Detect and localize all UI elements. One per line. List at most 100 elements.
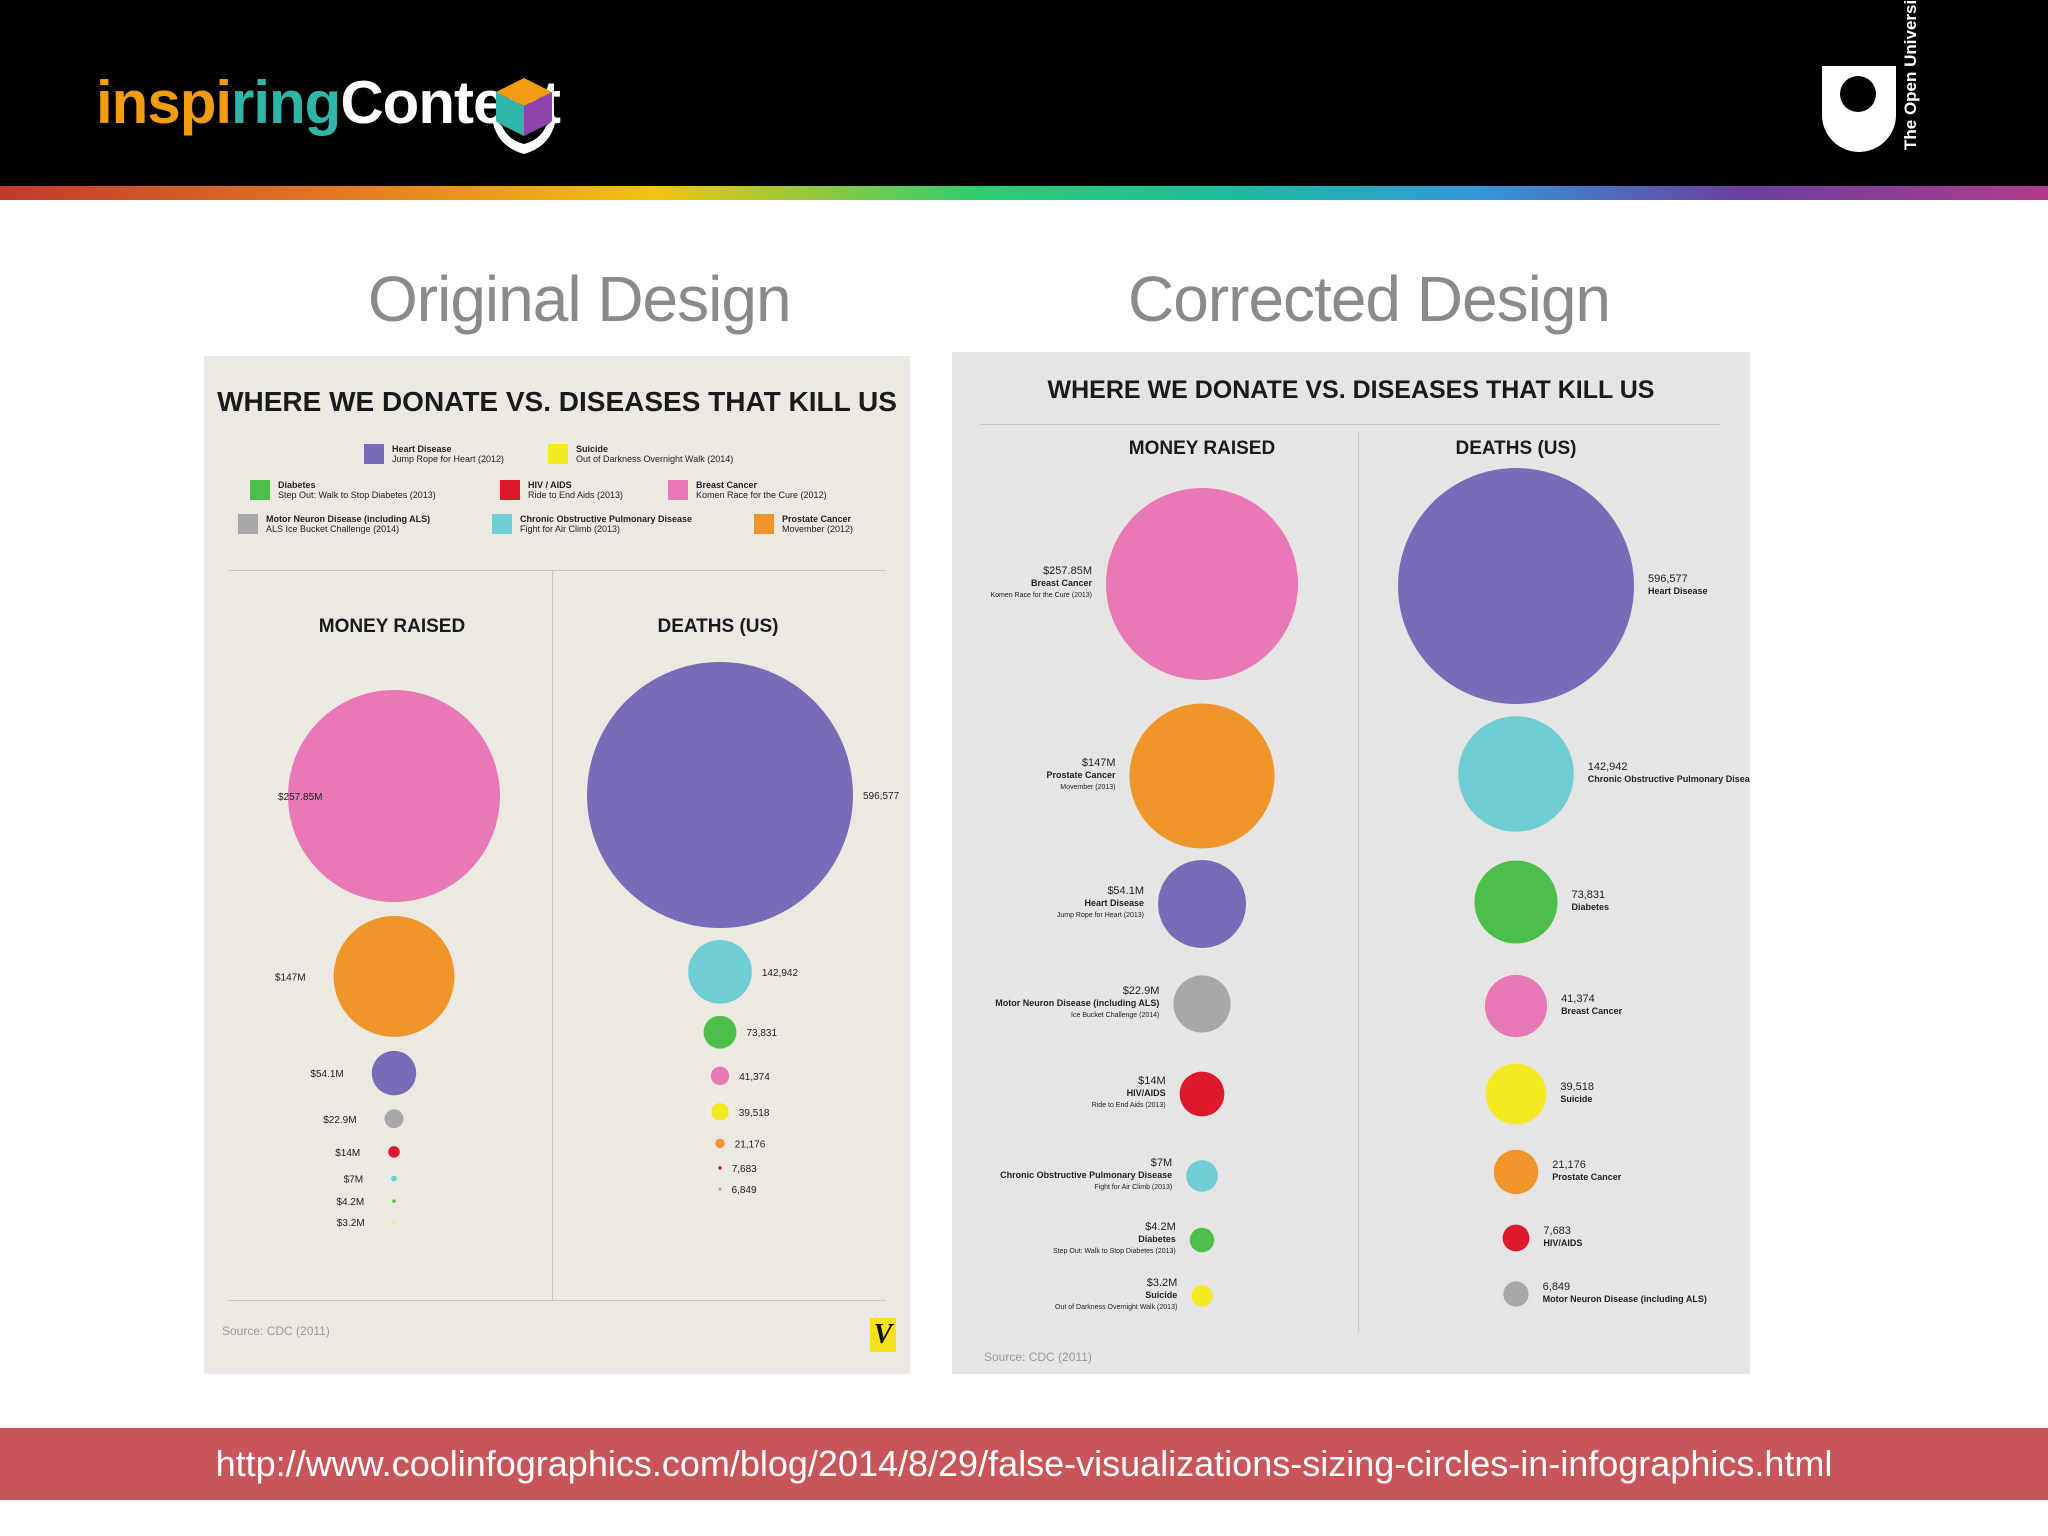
deaths-bubble [703, 1015, 737, 1049]
deaths-label: 39,518 [1560, 1081, 1594, 1093]
money-label: $4.2M [1145, 1221, 1176, 1233]
money-label: $22.9M [323, 1115, 356, 1126]
deaths-disease-name: Motor Neuron Disease (including ALS) [1543, 1294, 1707, 1304]
deaths-label: 73,831 [746, 1028, 777, 1039]
source-url-link[interactable]: http://www.coolinfographics.com/blog/201… [215, 1443, 1833, 1484]
money-bubble [384, 1109, 404, 1129]
original-infographic: WHERE WE DONATE VS. DISEASES THAT KILL U… [204, 356, 910, 1374]
money-campaign: Fight for Air Climb (2013) [1094, 1184, 1172, 1191]
money-bubble [391, 1175, 397, 1182]
deaths-heading: DEATHS (US) [657, 616, 779, 637]
money-campaign: Out of Darkness Overnight Walk (2013) [1055, 1304, 1177, 1311]
money-label: $147M [275, 972, 306, 983]
legend-swatch [492, 514, 512, 534]
deaths-label: 596,577 [1648, 573, 1688, 585]
deaths-label: 73,831 [1572, 889, 1606, 901]
corrected-design-heading: Corrected Design [1128, 263, 1611, 335]
money-disease-name: Suicide [1145, 1290, 1177, 1300]
legend-swatch [500, 480, 520, 500]
deaths-disease-name: Prostate Cancer [1552, 1172, 1622, 1182]
deaths-bubble [1458, 716, 1574, 832]
deaths-label: 7,683 [732, 1164, 757, 1175]
deaths-disease-name: Heart Disease [1648, 586, 1708, 596]
money-bubble [392, 1220, 396, 1224]
deaths-label: 41,374 [739, 1072, 770, 1083]
money-campaign: Movember (2013) [1060, 784, 1115, 791]
money-campaign: Ride to End Aids (2013) [1092, 1102, 1166, 1109]
money-disease-name: Chronic Obstructive Pulmonary Disease [1000, 1170, 1172, 1180]
money-disease-name: Heart Disease [1084, 898, 1144, 908]
money-label: $54.1M [310, 1069, 343, 1080]
legend-campaign: Out of Darkness Overnight Walk (2014) [576, 454, 734, 464]
money-bubble [288, 690, 500, 902]
deaths-bubble [718, 1166, 722, 1170]
deaths-bubble [688, 940, 752, 1004]
deaths-bubble [1485, 1063, 1547, 1125]
legend-name: Breast Cancer [696, 480, 758, 490]
deaths-label: 21,176 [735, 1139, 766, 1150]
money-bubble [1106, 488, 1298, 680]
legend-name: HIV / AIDS [528, 480, 572, 490]
legend-swatch [364, 444, 384, 464]
legend-campaign: Movember (2012) [782, 524, 854, 534]
money-campaign: Jump Rope for Heart (2013) [1057, 912, 1144, 919]
deaths-label: 7,683 [1543, 1225, 1571, 1237]
deaths-disease-name: Suicide [1560, 1094, 1592, 1104]
money-label: $14M [1138, 1075, 1166, 1087]
deaths-bubble [1493, 1149, 1539, 1195]
original-design-heading: Original Design [368, 263, 792, 335]
money-bubble [1173, 975, 1231, 1033]
deaths-bubble [710, 1066, 730, 1086]
deaths-disease-name: HIV/AIDS [1543, 1238, 1582, 1248]
legend-name: Prostate Cancer [782, 514, 852, 524]
legend-name: Motor Neuron Disease (including ALS) [266, 514, 431, 524]
deaths-bubble [711, 1103, 729, 1121]
legend-name: Suicide [576, 444, 609, 454]
deaths-label: 596,577 [863, 791, 900, 802]
deaths-bubble [1398, 468, 1634, 704]
top-banner [0, 0, 2048, 186]
deaths-label: 142,942 [762, 968, 799, 979]
money-bubble [392, 1199, 396, 1203]
money-label: $257.85M [1043, 565, 1092, 577]
corrected-infographic: WHERE WE DONATE VS. DISEASES THAT KILL U… [952, 352, 1750, 1374]
deaths-bubble [1503, 1281, 1529, 1307]
legend-swatch [250, 480, 270, 500]
money-label: $257.85M [278, 792, 322, 803]
money-label: $54.1M [1107, 885, 1144, 897]
deaths-bubble [587, 662, 853, 928]
legend-name: Heart Disease [392, 444, 452, 454]
legend-campaign: Step Out: Walk to Stop Diabetes (2013) [278, 490, 436, 500]
money-disease-name: Breast Cancer [1031, 578, 1093, 588]
money-disease-name: Diabetes [1138, 1234, 1176, 1244]
deaths-label: 39,518 [739, 1108, 770, 1119]
source-note: Source: CDC (2011) [984, 1350, 1092, 1364]
deaths-bubble [715, 1138, 725, 1149]
deaths-label: 21,176 [1552, 1159, 1586, 1171]
money-label: $4.2M [336, 1197, 364, 1208]
legend-campaign: Fight for Air Climb (2013) [520, 524, 621, 534]
money-campaign: Ice Bucket Challenge (2014) [1071, 1012, 1159, 1019]
money-label: $7M [1151, 1157, 1172, 1169]
deaths-bubble [1474, 860, 1558, 944]
money-bubble [333, 916, 455, 1037]
money-bubble [1186, 1160, 1218, 1192]
cube-hands-icon [492, 78, 556, 154]
legend-swatch [238, 514, 258, 534]
legend-name: Diabetes [278, 480, 316, 490]
deaths-disease-name: Diabetes [1572, 902, 1610, 912]
source-note: Source: CDC (2011) [222, 1324, 330, 1338]
deaths-disease-name: Chronic Obstructive Pulmonary Disease [1588, 774, 1750, 784]
deaths-disease-name: Breast Cancer [1561, 1006, 1623, 1016]
money-bubble [371, 1050, 417, 1096]
money-bubble [388, 1146, 400, 1158]
legend-campaign: Komen Race for the Cure (2012) [696, 490, 827, 500]
money-label: $7M [344, 1175, 363, 1186]
money-bubble [1189, 1227, 1215, 1253]
deaths-heading: DEATHS (US) [1455, 438, 1577, 459]
money-disease-name: Prostate Cancer [1046, 770, 1116, 780]
deaths-label: 6,849 [732, 1185, 757, 1196]
rainbow-divider [0, 186, 2048, 200]
deaths-label: 142,942 [1588, 761, 1628, 773]
